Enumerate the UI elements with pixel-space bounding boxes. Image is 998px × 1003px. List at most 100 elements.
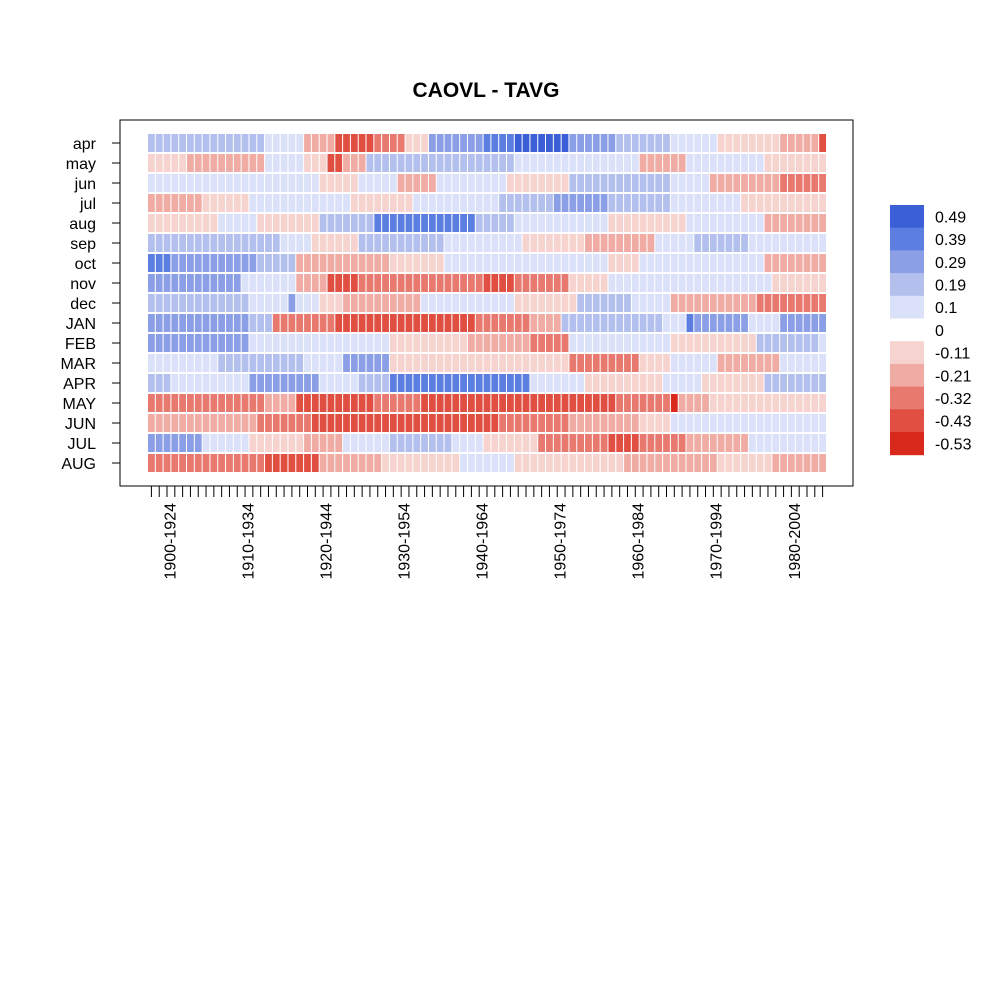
heatmap-cell — [811, 374, 819, 392]
legend-label: 0.29 — [935, 255, 966, 272]
heatmap-cell — [702, 254, 709, 272]
heatmap-cell — [624, 174, 631, 192]
heatmap-cell — [187, 254, 194, 272]
heatmap-cell — [366, 374, 374, 392]
heatmap-cell — [171, 434, 179, 452]
heatmap-cell — [491, 234, 499, 252]
heatmap-cell — [350, 454, 358, 472]
heatmap-cell — [585, 154, 592, 172]
heatmap-cell — [343, 154, 350, 172]
heatmap-cell — [171, 134, 179, 152]
y-tick-label: AUG — [61, 456, 96, 473]
heatmap-cell — [787, 214, 795, 232]
heatmap-cell — [717, 334, 725, 352]
heatmap-cell — [670, 154, 678, 172]
heatmap-cell — [600, 214, 608, 232]
heatmap-cell — [709, 154, 717, 172]
heatmap-cell — [374, 174, 382, 192]
heatmap-cell — [639, 274, 647, 292]
heatmap-cell — [678, 374, 686, 392]
heatmap-cell — [608, 334, 616, 352]
heatmap-cell — [655, 334, 663, 352]
heatmap-cell — [624, 194, 631, 212]
heatmap-cell — [702, 334, 709, 352]
heatmap-cell — [577, 134, 585, 152]
heatmap-cell — [280, 374, 288, 392]
heatmap-cell — [772, 434, 780, 452]
heatmap-cell — [374, 274, 382, 292]
heatmap-cell — [600, 274, 608, 292]
heatmap-cell — [233, 454, 241, 472]
heatmap-cell — [553, 374, 561, 392]
heatmap-cell — [561, 154, 569, 172]
heatmap-cell — [405, 374, 413, 392]
heatmap-cell — [499, 374, 507, 392]
heatmap-cell — [561, 294, 569, 312]
heatmap-cell — [577, 374, 585, 392]
heatmap-cell — [631, 214, 639, 232]
heatmap-cell — [483, 414, 491, 432]
heatmap-cell — [460, 314, 467, 332]
heatmap-cell — [226, 174, 233, 192]
heatmap-cell — [163, 214, 171, 232]
heatmap-cell — [491, 274, 499, 292]
heatmap-cell — [819, 194, 826, 212]
heatmap-cell — [499, 294, 507, 312]
heatmap-cell — [288, 134, 296, 152]
heatmap-cell — [296, 154, 304, 172]
heatmap-cell — [483, 434, 491, 452]
heatmap-cell — [663, 374, 670, 392]
heatmap-cell — [327, 294, 335, 312]
heatmap-cell — [350, 174, 358, 192]
heatmap-cell — [507, 454, 514, 472]
heatmap-cell — [717, 294, 725, 312]
heatmap-cell — [592, 254, 600, 272]
heatmap-cell — [413, 234, 421, 252]
heatmap-cell — [350, 294, 358, 312]
heatmap-cell — [600, 194, 608, 212]
heatmap-cell — [514, 154, 522, 172]
heatmap-cell — [592, 174, 600, 192]
heatmap-cell — [748, 374, 756, 392]
heatmap-cell — [514, 254, 522, 272]
heatmap-cell — [249, 354, 257, 372]
heatmap-cell — [499, 234, 507, 252]
heatmap-cell — [787, 394, 795, 412]
heatmap-cell — [655, 194, 663, 212]
heatmap-cell — [553, 174, 561, 192]
heatmap-cell — [592, 274, 600, 292]
heatmap-cell — [257, 194, 265, 212]
heatmap-cell — [366, 434, 374, 452]
heatmap-cell — [358, 354, 366, 372]
heatmap-cell — [748, 134, 756, 152]
heatmap-cell — [257, 354, 265, 372]
heatmap-cell — [444, 394, 452, 412]
heatmap-cell — [428, 334, 436, 352]
heatmap-cell — [592, 294, 600, 312]
heatmap-cell — [631, 254, 639, 272]
heatmap-cell — [678, 394, 686, 412]
heatmap-cell — [382, 274, 389, 292]
heatmap-cell — [218, 394, 226, 412]
heatmap-cell — [577, 334, 585, 352]
heatmap-cell — [616, 174, 624, 192]
heatmap-cell — [428, 394, 436, 412]
heatmap-cell — [624, 334, 631, 352]
heatmap-cell — [670, 214, 678, 232]
heatmap-cell — [678, 434, 686, 452]
heatmap-cell — [748, 334, 756, 352]
heatmap-cell — [709, 134, 717, 152]
heatmap-cell — [639, 294, 647, 312]
heatmap-cell — [741, 154, 748, 172]
heatmap-cell — [764, 134, 772, 152]
heatmap-cell — [546, 254, 553, 272]
heatmap-cell — [343, 414, 350, 432]
heatmap-cell — [467, 214, 475, 232]
heatmap-cell — [787, 174, 795, 192]
heatmap-cell — [569, 214, 577, 232]
heatmap-cell — [764, 254, 772, 272]
heatmap-cell — [202, 374, 210, 392]
heatmap-cell — [288, 174, 296, 192]
heatmap-cell — [350, 394, 358, 412]
heatmap-cell — [257, 214, 265, 232]
